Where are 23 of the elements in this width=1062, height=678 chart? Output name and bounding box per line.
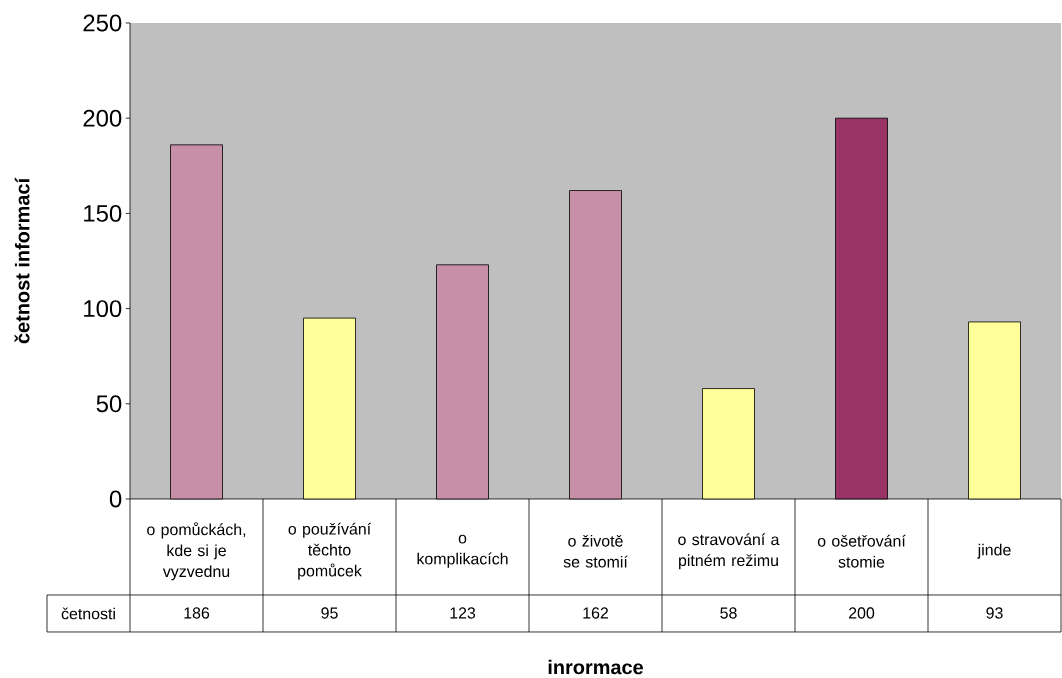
data-label: 200: [849, 607, 875, 619]
y-tick-label: 200: [83, 109, 122, 127]
y-tick-label: 250: [83, 14, 122, 32]
x-tick-label: o komplikacích: [417, 534, 508, 568]
data-label: 58: [720, 607, 737, 619]
x-tick-label: o ošetřování stomie: [817, 534, 906, 568]
data-label: 123: [450, 607, 476, 619]
data-label: 93: [986, 607, 1003, 619]
x-axis-title: inrormace: [548, 659, 643, 675]
data-label: 95: [321, 607, 338, 619]
legend-label: četnosti: [61, 607, 115, 620]
x-tick-label: o pomůckách, kde si je vyzvednu: [147, 522, 246, 581]
y-tick-label: 50: [96, 395, 122, 413]
y-axis-title: četnost informací: [14, 177, 30, 344]
x-tick-label: o používání těchto pomůcek: [288, 522, 372, 580]
data-label: 162: [583, 607, 608, 619]
y-tick-label: 0: [109, 490, 122, 508]
y-tick-label: 100: [84, 300, 122, 318]
y-tick-label: 150: [84, 204, 122, 222]
x-tick-label: o životě se stomií: [563, 534, 628, 568]
x-tick-label: o stravování a pitném režimu: [678, 533, 780, 570]
x-tick-label: jinde: [977, 543, 1011, 559]
data-label: 186: [184, 607, 210, 619]
